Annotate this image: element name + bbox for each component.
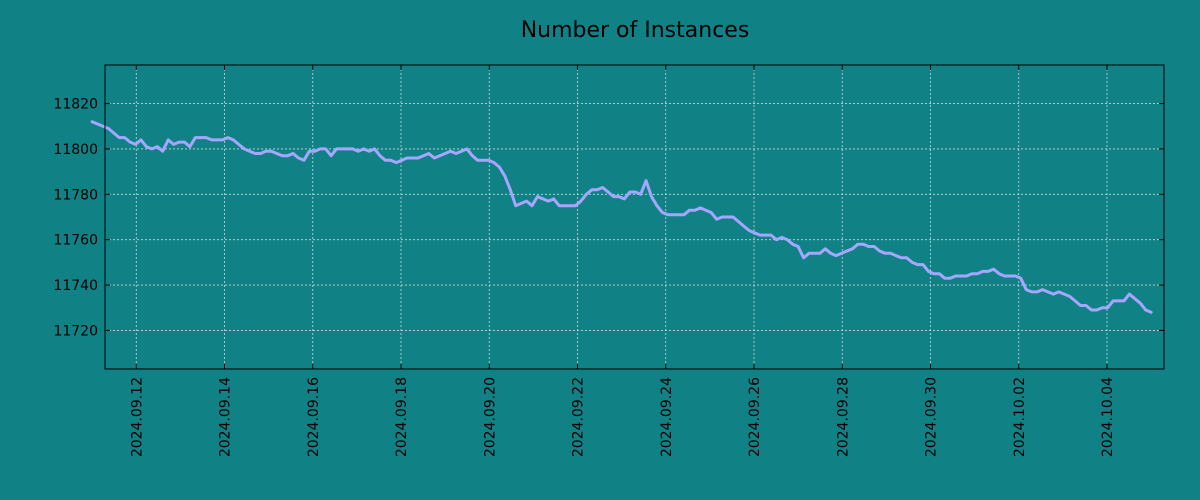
- x-tick-label: 2024.09.16: [306, 377, 322, 457]
- x-tick-label: 2024.09.26: [747, 377, 763, 457]
- x-tick-label: 2024.10.04: [1100, 377, 1116, 457]
- y-tick-label: 11780: [53, 187, 98, 203]
- grid-lines: [105, 65, 1164, 369]
- y-axis: 11720 11740 11760 11780 11800 11820: [53, 97, 1164, 339]
- x-tick-label: 2024.09.18: [394, 377, 410, 457]
- plot-frame: [104, 64, 1165, 370]
- chart-title: Number of Instances: [521, 18, 750, 43]
- y-tick-label: 11800: [53, 142, 98, 158]
- y-tick-label: 11820: [53, 97, 98, 113]
- x-tick-label: 2024.10.02: [1012, 377, 1028, 457]
- plot-area: [104, 64, 1165, 370]
- x-tick-label: 2024.09.14: [218, 377, 234, 457]
- y-tick-label: 11720: [53, 323, 98, 339]
- x-tick-label: 2024.09.28: [835, 377, 851, 457]
- x-tick-label: 2024.09.24: [659, 377, 675, 457]
- x-tick-label: 2024.09.22: [571, 377, 587, 457]
- x-tick-label: 2024.09.12: [129, 377, 145, 457]
- y-tick-label: 11760: [53, 233, 98, 249]
- x-axis: 2024.09.12 2024.09.14 2024.09.16 2024.09.18…: [129, 65, 1116, 457]
- series-line: [90, 120, 1153, 314]
- x-tick-label: 2024.09.30: [924, 377, 940, 457]
- x-tick-label: 2024.09.20: [482, 377, 498, 457]
- y-tick-label: 11740: [53, 278, 98, 294]
